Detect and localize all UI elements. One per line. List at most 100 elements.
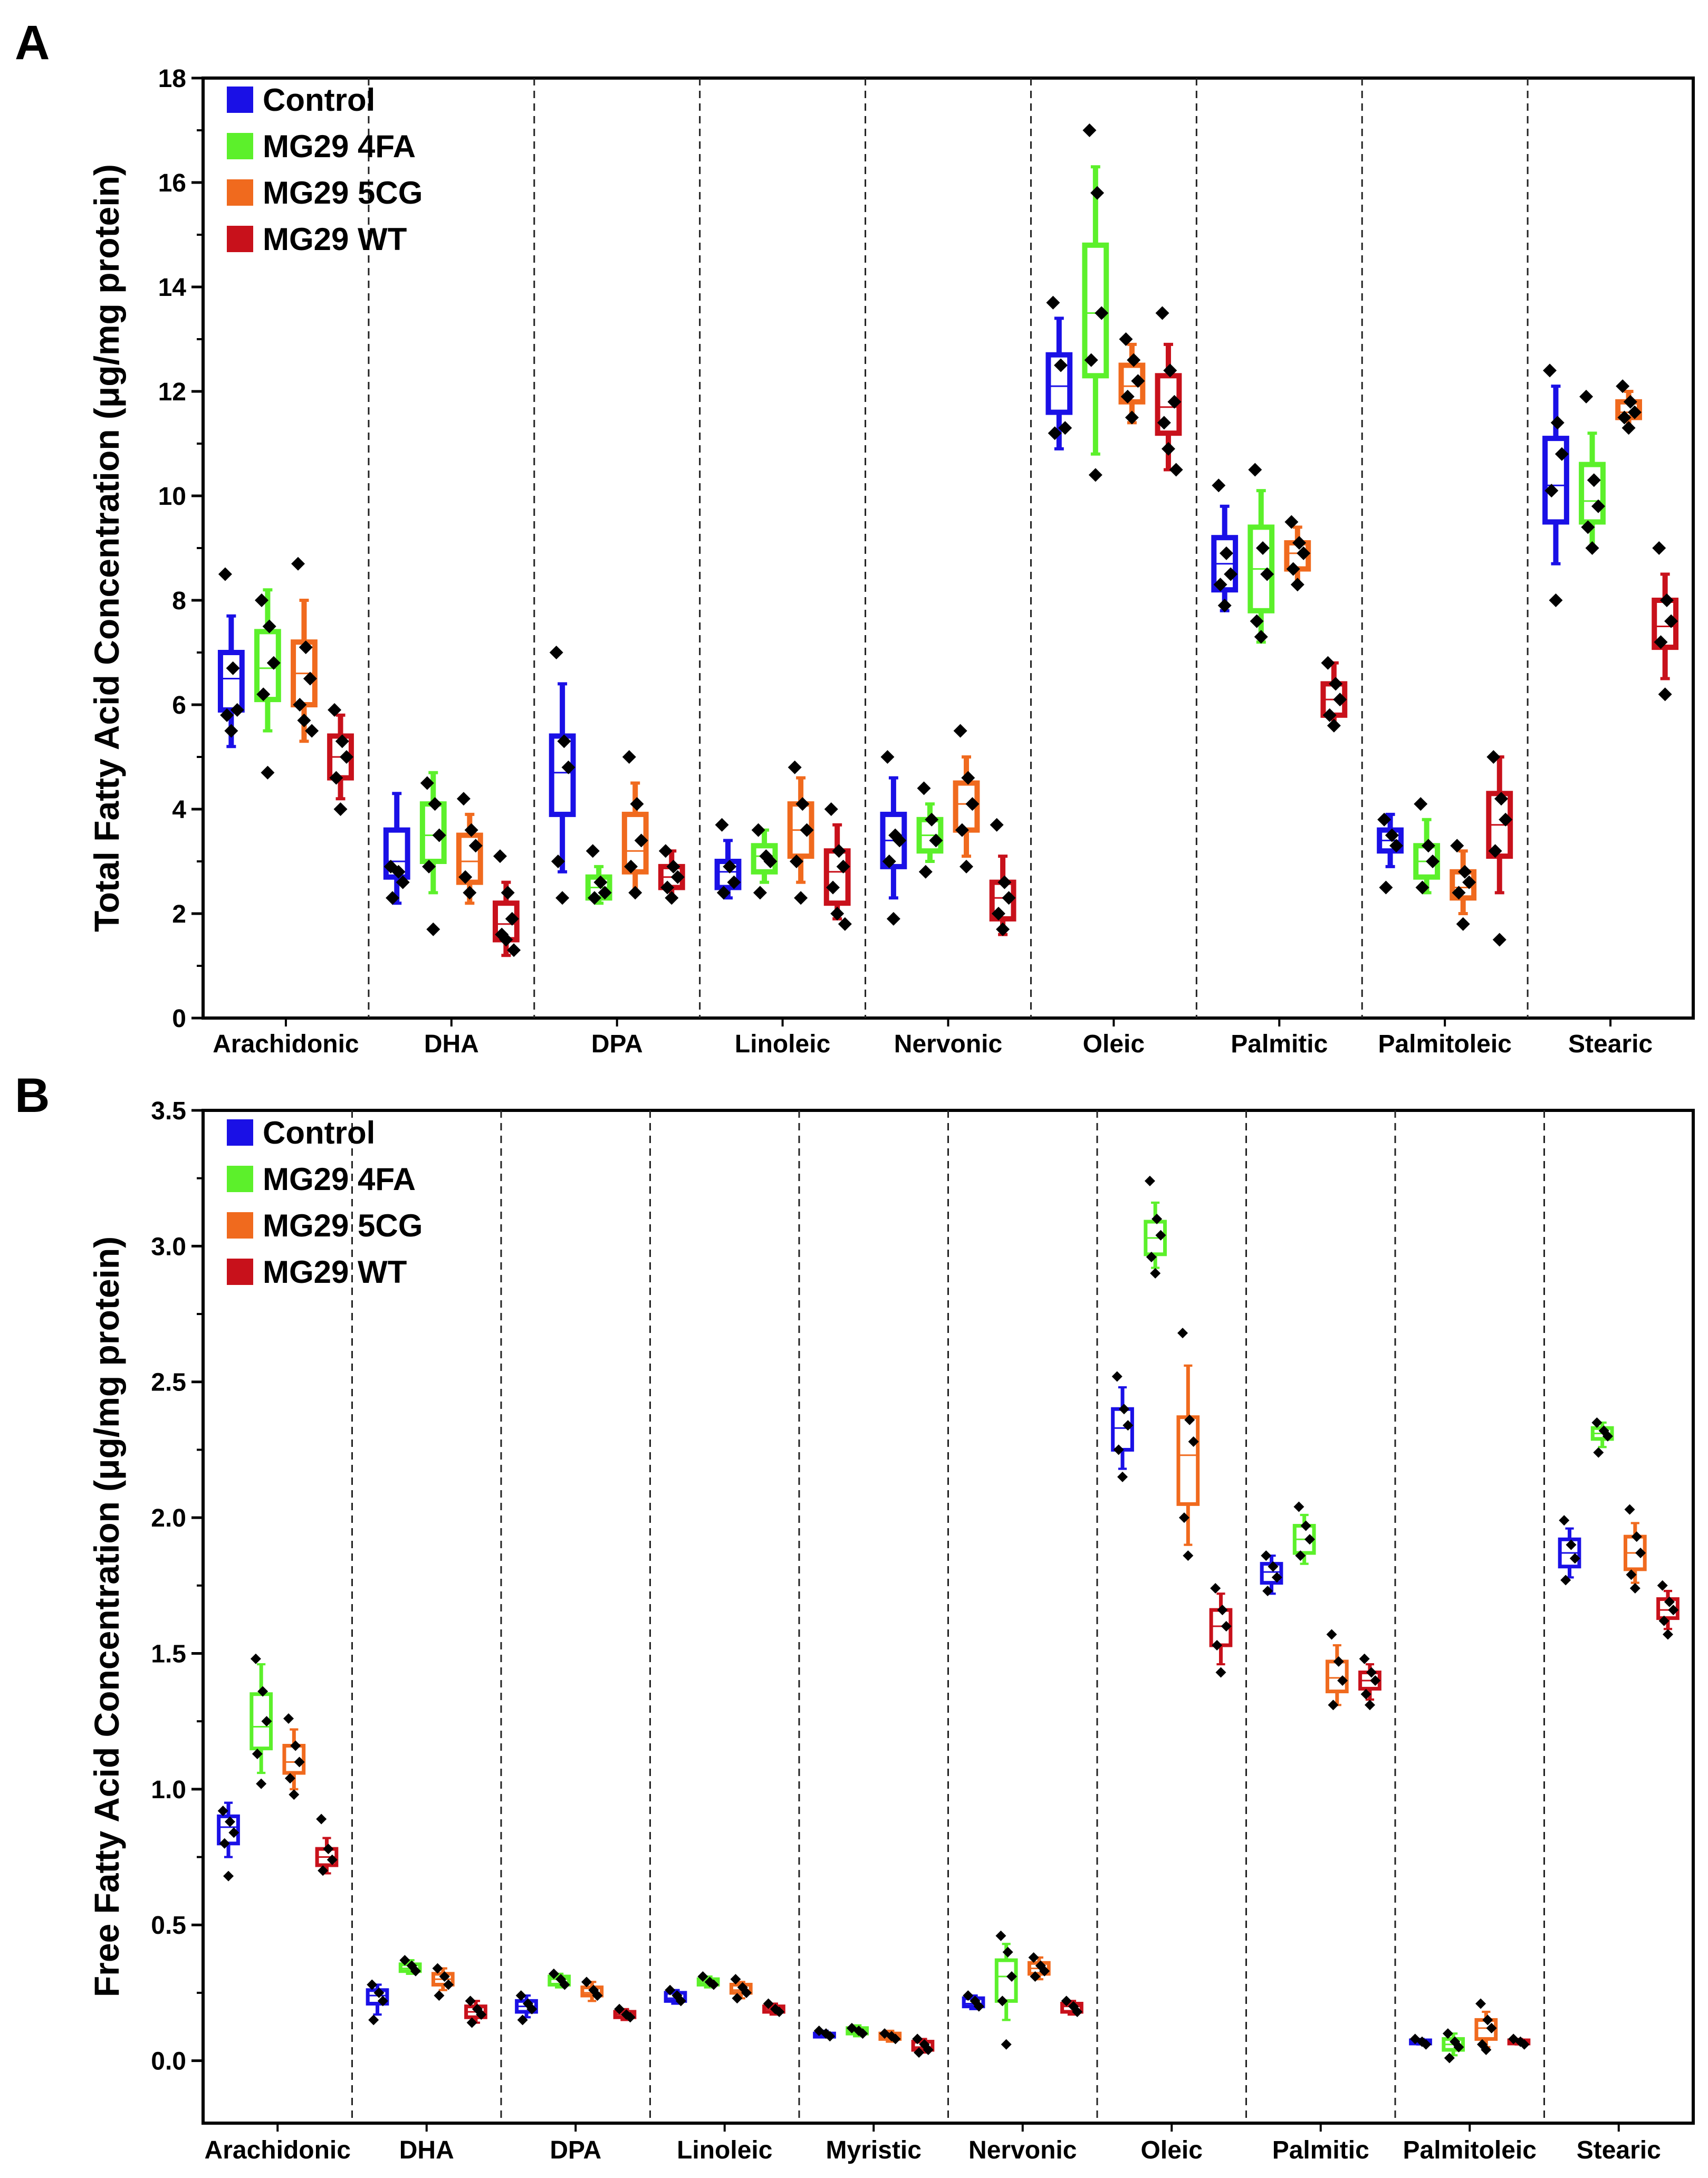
data-point: [432, 1963, 443, 1974]
data-point: [1359, 1653, 1370, 1664]
box-mg29-wt: [989, 818, 1016, 936]
data-point: [953, 724, 967, 738]
y-tick-label: 1.0: [151, 1776, 186, 1804]
data-point: [1635, 1548, 1646, 1559]
data-point: [1184, 1414, 1195, 1425]
data-point: [386, 891, 400, 905]
y-tick-label: 3.0: [151, 1233, 186, 1261]
data-point: [377, 1995, 388, 2007]
box-mg29-wt: [493, 849, 521, 957]
data-point: [256, 687, 271, 702]
box-mg29-4fa: [1292, 1501, 1316, 1565]
panel-b-legend: Control MG29 4FA MG29 5CG MG29 WT: [227, 1115, 423, 1290]
data-point: [955, 823, 969, 837]
category-label: Myristic: [826, 2136, 922, 2164]
legend-label: MG29 WT: [263, 1254, 407, 1290]
data-point: [715, 818, 729, 832]
data-point: [1492, 933, 1507, 947]
data-point: [464, 823, 478, 837]
data-point: [515, 1990, 526, 2001]
data-point: [973, 2001, 984, 2012]
data-point: [832, 844, 846, 858]
data-point: [468, 839, 483, 853]
category-label: Palmitic: [1231, 1030, 1328, 1058]
data-point: [1453, 2041, 1464, 2052]
box-mg29-wt: [1358, 1653, 1381, 1711]
data-point: [327, 1854, 338, 1865]
data-point: [1260, 567, 1274, 581]
data-point: [1486, 750, 1501, 764]
y-tick-label: 0: [172, 1005, 186, 1033]
panel-b-label: B: [15, 1069, 50, 1122]
box-mg29-wt: [762, 1998, 785, 2017]
data-point: [763, 1998, 774, 2009]
data-point: [1219, 546, 1233, 560]
data-point: [625, 2012, 636, 2023]
box-mg29-4fa: [916, 781, 944, 879]
panel-a-y-axis-label: Total Fatty Acid Concentration (μg/mg pr…: [87, 164, 126, 932]
data-point: [323, 1844, 334, 1855]
data-point: [1579, 389, 1594, 404]
data-point: [997, 1995, 1008, 2007]
box-control: [813, 2025, 836, 2042]
data-point: [1328, 1700, 1339, 1711]
box-mg29-5cg: [431, 1963, 455, 2001]
data-point: [763, 855, 778, 868]
data-point: [1304, 1534, 1315, 1545]
data-point: [1297, 546, 1311, 560]
data-point: [1457, 865, 1472, 879]
data-point: [1295, 1550, 1306, 1561]
category-label: Palmitoleic: [1403, 2136, 1537, 2164]
box-control: [664, 1984, 687, 2007]
data-point: [1623, 395, 1637, 409]
box-mg29-4fa: [1442, 2028, 1465, 2064]
data-point: [501, 886, 515, 900]
data-point: [990, 818, 1004, 832]
data-point: [1329, 677, 1343, 691]
y-tick-label: 18: [158, 65, 186, 93]
data-point: [1095, 306, 1109, 320]
data-point: [997, 875, 1012, 889]
data-point: [1333, 693, 1347, 707]
box-mg29-wt: [1486, 750, 1513, 947]
data-point: [1146, 1251, 1157, 1262]
box-mg29-5cg: [729, 1974, 753, 2004]
data-point: [1421, 2039, 1432, 2050]
legend-label: MG29 5CG: [263, 1208, 423, 1243]
data-point: [422, 859, 436, 874]
category-label: Oleic: [1083, 1030, 1145, 1058]
panel-b-boxes: [217, 1175, 1680, 2064]
data-point: [316, 1814, 327, 1825]
data-point: [1593, 1447, 1604, 1458]
y-tick-label: 14: [158, 274, 187, 302]
y-tick-label: 2.0: [151, 1504, 186, 1532]
data-point: [857, 2028, 868, 2039]
data-point: [1549, 593, 1563, 607]
data-point: [555, 891, 570, 905]
data-point: [1131, 374, 1145, 388]
box-control: [1377, 812, 1404, 895]
data-point: [1628, 405, 1642, 419]
data-point: [432, 828, 446, 842]
data-point: [1543, 363, 1557, 378]
data-point: [886, 912, 900, 926]
legend-swatch: [227, 133, 253, 159]
data-point: [1286, 562, 1300, 576]
data-point: [1657, 1580, 1668, 1591]
data-point: [1652, 541, 1666, 555]
data-point: [666, 859, 680, 874]
data-point: [660, 880, 675, 895]
data-point: [732, 1993, 743, 2004]
data-point: [1377, 812, 1392, 827]
data-point: [1157, 416, 1171, 430]
data-point: [252, 1748, 263, 1759]
y-tick-label: 0.0: [151, 2048, 186, 2076]
y-tick-label: 10: [158, 483, 186, 511]
category-label: Linoleic: [735, 1030, 830, 1058]
data-point: [1119, 332, 1133, 346]
data-point: [1475, 1998, 1486, 2009]
y-tick-label: 0.5: [151, 1912, 186, 1940]
data-point: [774, 2006, 785, 2017]
data-point: [517, 2014, 528, 2026]
